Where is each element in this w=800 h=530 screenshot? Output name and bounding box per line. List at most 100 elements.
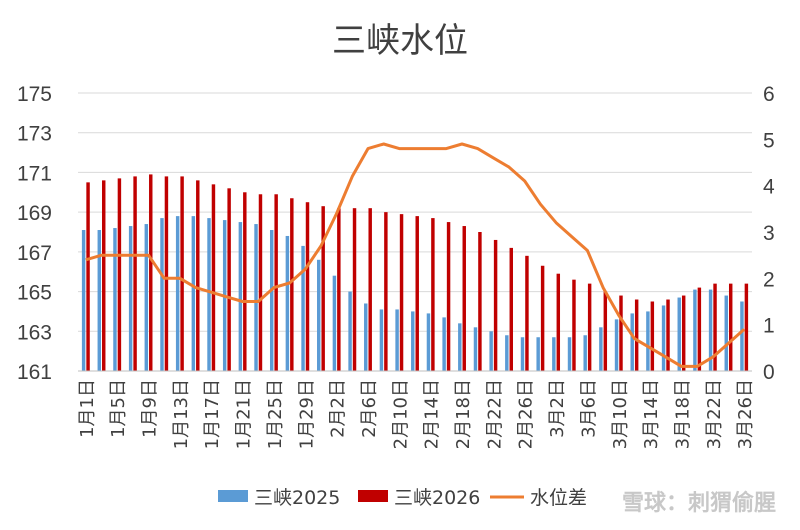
x-tick-label: 3月10日 — [610, 379, 631, 449]
x-tick-label: 2月18日 — [453, 379, 474, 449]
y-tick-label-left: 161 — [17, 361, 52, 384]
bar-series-2026 — [196, 180, 200, 371]
x-tick-label: 2月14日 — [422, 379, 443, 449]
x-tick-label: 2月26日 — [516, 379, 537, 449]
bar-series-2026 — [274, 194, 278, 371]
bar-series-2026 — [117, 178, 122, 371]
x-tick-label: 2月10日 — [390, 379, 411, 449]
bar-series-2026 — [384, 212, 388, 371]
bar-series-2026 — [211, 184, 216, 371]
x-tick-label: 1月29日 — [296, 379, 317, 449]
bar-series-2026 — [650, 301, 655, 371]
bar-series-2026 — [525, 255, 529, 371]
bar-series-2026 — [587, 283, 592, 371]
bar-series-2026 — [133, 176, 137, 371]
bar-series-2025 — [207, 218, 211, 371]
bar-series-2026 — [164, 176, 169, 371]
bar-series-2025 — [646, 311, 650, 371]
bar-series-2026 — [478, 232, 482, 371]
bar-series-2026 — [728, 283, 733, 371]
bar-series-2026 — [509, 247, 513, 371]
y-tick-label-left: 173 — [17, 123, 52, 146]
bar-series-2025 — [599, 327, 603, 371]
x-tick-label: 3月14日 — [641, 379, 662, 449]
bar-series-2026 — [744, 283, 749, 371]
bar-series-2026 — [634, 299, 639, 371]
bar-series-2026 — [321, 206, 325, 371]
bar-series-2025 — [191, 216, 196, 371]
bar-series-2025 — [364, 303, 368, 371]
bar-series-2026 — [619, 295, 623, 371]
bar-series-2025 — [489, 331, 493, 371]
bar-series-2025 — [395, 309, 399, 371]
bar-series-2026 — [399, 214, 404, 371]
bar-series-2025 — [567, 337, 572, 371]
bar-series-2025 — [740, 301, 744, 371]
legend-swatch — [358, 490, 388, 502]
x-tick-label: 3月22日 — [704, 379, 725, 449]
bar-series-2026 — [431, 218, 435, 371]
bar-series-2026 — [415, 216, 419, 371]
bar-series-2026 — [540, 265, 545, 371]
bar-series-2025 — [81, 230, 86, 371]
bar-series-2026 — [446, 222, 451, 371]
bar-series-2025 — [411, 311, 415, 371]
bar-series-2026 — [243, 192, 247, 371]
y-tick-label-right: 3 — [763, 222, 775, 245]
bar-series-2026 — [713, 283, 717, 371]
bar-series-2025 — [661, 305, 666, 371]
bar-series-2025 — [473, 327, 478, 371]
x-tick-label: 1月17日 — [202, 379, 223, 449]
x-tick-label: 3月26日 — [735, 379, 756, 449]
bar-series-2025 — [160, 218, 164, 371]
y-tick-label-left: 171 — [17, 162, 52, 185]
bar-series-2025 — [614, 319, 619, 371]
bar-series-2026 — [227, 188, 231, 371]
bar-series-2026 — [102, 180, 106, 371]
bar-series-2026 — [337, 208, 341, 371]
bar-series-2025 — [536, 337, 540, 371]
bar-series-2026 — [462, 226, 466, 371]
bar-series-2025 — [505, 335, 509, 371]
x-tick-label: 1月5日 — [108, 379, 129, 438]
bar-series-2025 — [724, 295, 728, 371]
x-tick-label: 1月9日 — [140, 379, 161, 438]
bar-series-2025 — [552, 337, 556, 371]
bar-series-2026 — [86, 182, 90, 371]
bar-series-2025 — [113, 228, 117, 371]
bar-series-2026 — [352, 208, 357, 371]
bar-series-2025 — [379, 309, 384, 371]
bar-series-2025 — [301, 245, 305, 371]
bar-series-2026 — [493, 239, 498, 371]
bar-series-2025 — [128, 226, 133, 371]
chart-title: 三峡水位 — [332, 21, 468, 61]
y-tick-label-right: 4 — [763, 176, 775, 199]
bar-series-2025 — [269, 230, 274, 371]
watermark-text: 雪球：刺猬偷腥 — [622, 490, 776, 516]
x-tick-label: 3月6日 — [578, 379, 599, 438]
bar-series-2025 — [254, 224, 258, 371]
y-tick-label-right: 5 — [763, 129, 775, 152]
x-tick-label: 1月1日 — [77, 379, 98, 438]
bar-series-2025 — [426, 313, 431, 371]
line-series-diff — [85, 142, 746, 368]
legend-label: 三峡2025 — [254, 487, 340, 509]
legend-label: 水位差 — [530, 487, 587, 509]
bar-series-2026 — [258, 194, 263, 371]
x-tick-label: 1月25日 — [265, 379, 286, 449]
bar-series-2026 — [572, 279, 576, 371]
bar-series-2025 — [238, 222, 243, 371]
y-tick-label-left: 169 — [17, 202, 52, 225]
x-tick-label: 2月6日 — [359, 379, 380, 438]
y-tick-label-right: 1 — [763, 315, 775, 338]
bar-series-2025 — [144, 224, 149, 371]
bar-series-2025 — [317, 259, 321, 371]
x-tick-label: 2月2日 — [328, 379, 349, 438]
bar-series-2025 — [97, 230, 102, 371]
bar-series-2026 — [149, 174, 153, 371]
bar-series-2025 — [332, 275, 337, 371]
bar-series-2026 — [290, 198, 294, 371]
bar-series-2026 — [368, 208, 372, 371]
bar-series-2026 — [697, 287, 702, 371]
